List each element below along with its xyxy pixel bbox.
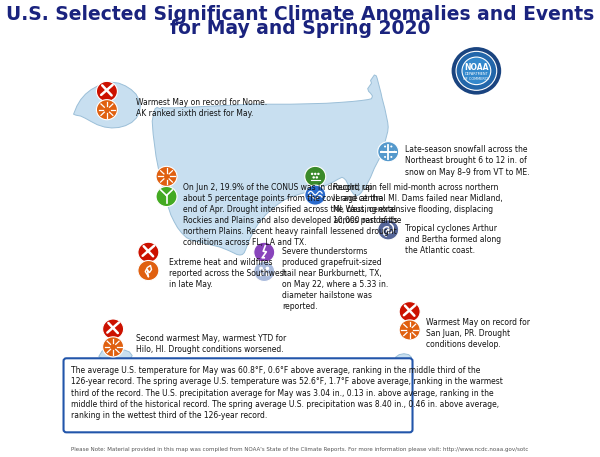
Circle shape	[384, 156, 386, 158]
Circle shape	[138, 242, 159, 262]
Circle shape	[305, 185, 326, 205]
Text: Second warmest May, warmest YTD for
Hilo, HI. Drought conditions worsened.: Second warmest May, warmest YTD for Hilo…	[136, 334, 286, 354]
Circle shape	[378, 220, 398, 240]
Polygon shape	[99, 348, 132, 363]
Text: NOAA: NOAA	[464, 63, 488, 72]
Circle shape	[156, 186, 177, 207]
Circle shape	[399, 320, 420, 340]
Text: Tropical cyclones Arthur
and Bertha formed along
the Atlantic coast.: Tropical cyclones Arthur and Bertha form…	[405, 224, 501, 255]
Circle shape	[97, 81, 118, 101]
Circle shape	[259, 273, 263, 276]
Circle shape	[378, 142, 398, 162]
Circle shape	[394, 151, 395, 153]
Circle shape	[381, 151, 383, 153]
Circle shape	[399, 302, 420, 322]
Circle shape	[314, 173, 317, 175]
Text: Severe thunderstorms
produced grapefruit-sized
hail near Burkburnett, TX,
on May: Severe thunderstorms produced grapefruit…	[282, 247, 388, 311]
Polygon shape	[152, 75, 388, 255]
Circle shape	[97, 100, 118, 120]
Circle shape	[452, 47, 501, 95]
Circle shape	[156, 166, 177, 186]
Circle shape	[103, 319, 124, 339]
Circle shape	[311, 173, 313, 175]
Circle shape	[259, 266, 263, 270]
Circle shape	[387, 228, 389, 231]
Circle shape	[313, 176, 315, 179]
Text: Record rain fell mid-month across northern
IL and central MI. Dams failed near M: Record rain fell mid-month across northe…	[334, 183, 503, 225]
Circle shape	[456, 51, 497, 90]
Circle shape	[138, 260, 159, 281]
Circle shape	[262, 269, 266, 273]
Text: On Jun 2, 19.9% of the CONUS was in drought; up
about 5 percentage points from t: On Jun 2, 19.9% of the CONUS was in drou…	[183, 183, 401, 247]
Circle shape	[462, 57, 491, 85]
Circle shape	[390, 145, 392, 148]
Text: for May and Spring 2020: for May and Spring 2020	[170, 19, 430, 38]
Circle shape	[305, 166, 326, 186]
Polygon shape	[74, 82, 140, 128]
Circle shape	[254, 261, 275, 282]
Text: Warmest May on record for Nome.
AK ranked sixth driest for May.: Warmest May on record for Nome. AK ranke…	[136, 98, 266, 118]
Circle shape	[384, 145, 386, 148]
Circle shape	[254, 242, 275, 262]
Text: The average U.S. temperature for May was 60.8°F, 0.6°F above average, ranking in: The average U.S. temperature for May was…	[71, 366, 503, 420]
Text: DEPARTMENT
OF COMMERCE: DEPARTMENT OF COMMERCE	[463, 72, 490, 80]
Text: Late-season snowfall across the
Northeast brought 6 to 12 in. of
snow on May 8–9: Late-season snowfall across the Northeas…	[405, 145, 529, 176]
Polygon shape	[395, 354, 412, 361]
Text: Please Note: Material provided in this map was compiled from NOAA's State of the: Please Note: Material provided in this m…	[71, 446, 529, 452]
Circle shape	[390, 156, 392, 158]
Text: Extreme heat and wildfires
reported across the Southwest
in late May.: Extreme heat and wildfires reported acro…	[169, 258, 287, 289]
Text: Warmest May on record for
San Juan, PR. Drought
conditions develop.: Warmest May on record for San Juan, PR. …	[427, 318, 530, 349]
FancyBboxPatch shape	[64, 358, 413, 432]
Circle shape	[317, 173, 320, 175]
Text: U.S. Selected Significant Climate Anomalies and Events: U.S. Selected Significant Climate Anomal…	[6, 5, 594, 24]
Circle shape	[266, 273, 269, 276]
Circle shape	[266, 266, 269, 270]
Circle shape	[103, 337, 124, 357]
Circle shape	[316, 176, 318, 179]
